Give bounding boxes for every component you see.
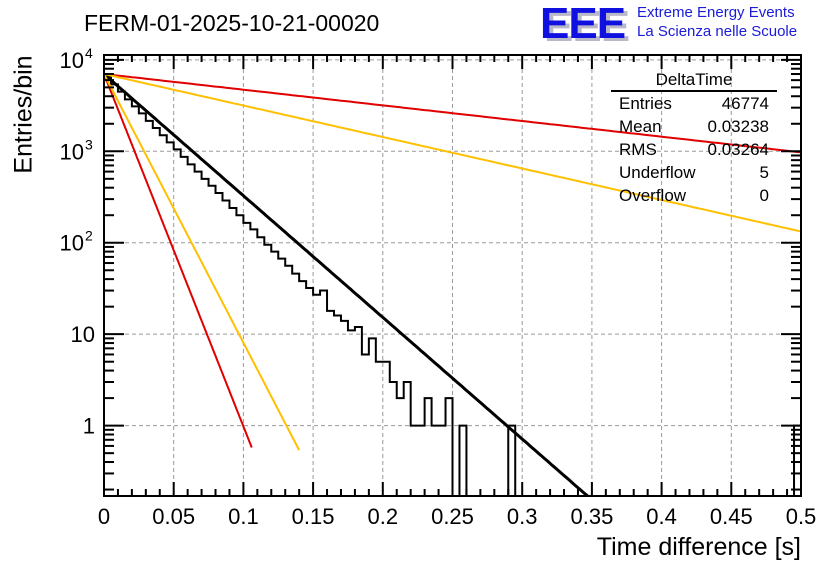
histogram-bin [271, 252, 278, 496]
stats-row-rms: RMS 0.03264 [611, 138, 777, 161]
stats-row-underflow: Underflow 5 [611, 161, 777, 184]
x-tick-label: 0.05 [152, 504, 195, 529]
stats-box-title: DeltaTime [611, 70, 777, 92]
stats-label: Entries [619, 94, 672, 113]
x-tick-label: 0.45 [710, 504, 753, 529]
histogram-bin [446, 398, 453, 496]
series-red-fast [103, 73, 253, 448]
histogram-bin [146, 121, 153, 496]
y-tick-label-exponent: 2 [85, 228, 93, 244]
stats-label: Underflow [619, 163, 696, 182]
plot-frame [103, 54, 802, 497]
y-tick-label-exponent: 3 [85, 136, 93, 152]
x-tick-label: 0.5 [786, 504, 817, 529]
histogram-bin [236, 215, 243, 496]
x-axis-label: Time difference [s] [596, 533, 801, 561]
stats-row-overflow: Overflow 0 [611, 184, 777, 207]
histogram-bin [132, 106, 139, 496]
histogram-bin [153, 128, 160, 496]
histogram-bin [355, 327, 362, 496]
series-yellow-fast [103, 73, 301, 451]
x-tick-label: 0.4 [646, 504, 677, 529]
histogram-bin [181, 157, 188, 496]
histogram-bin [216, 193, 223, 496]
series-yellow-slow [103, 73, 802, 233]
stats-value: 0 [759, 186, 769, 205]
y-tick-label: 1 [83, 414, 95, 439]
series-fit [103, 72, 589, 498]
y-tick-label: 10 [71, 322, 95, 347]
histogram-bin [383, 362, 390, 496]
x-tick-label: 0.3 [507, 504, 538, 529]
stats-value: 0.03238 [707, 117, 769, 136]
stats-row-entries: Entries 46774 [611, 92, 777, 115]
x-tick-label: 0.25 [431, 504, 474, 529]
histogram-bin [341, 321, 348, 496]
x-tick-label: 0.1 [228, 504, 259, 529]
histogram-bin [369, 338, 376, 496]
histogram-bin [439, 426, 446, 496]
histogram-bin [404, 382, 411, 496]
logo-line-2: La Scienza nelle Scuole [637, 23, 798, 40]
series-red-slow [103, 73, 802, 154]
stats-box: DeltaTime Entries 46774 Mean 0.03238 RMS 0.… [611, 70, 777, 207]
histogram-bin [264, 245, 271, 496]
y-tick-label: 10 [60, 139, 84, 164]
x-tick-labels: 0 0.05 0.1 0.15 0.2 0.25 0.3 0.35 0.4 0.45 0.5 [98, 504, 816, 529]
histogram-bin [432, 426, 439, 496]
histogram-bin [174, 149, 181, 496]
fit-lines [103, 72, 802, 498]
y-tick-label-exponent: 4 [85, 45, 93, 61]
histogram-bin [188, 164, 195, 496]
histogram-bin [334, 316, 341, 496]
histogram-bin [285, 266, 292, 496]
histogram-bin [243, 223, 250, 496]
stats-label: Overflow [619, 186, 687, 205]
histogram-bin [320, 291, 327, 496]
histogram-bin [418, 426, 425, 496]
histogram-bin [229, 208, 236, 496]
histogram-bin [397, 398, 404, 496]
y-axis-label: Entries/bin [9, 55, 38, 174]
histogram-bin [411, 426, 418, 496]
stats-value: 0.03264 [707, 140, 769, 159]
x-tick-label: 0.15 [292, 504, 335, 529]
histogram-bin [459, 426, 466, 496]
y-tick-label: 10 [60, 48, 84, 73]
logo-line-1: Extreme Energy Events [637, 4, 795, 21]
stats-label: Mean [619, 117, 662, 136]
histogram-bin [306, 288, 313, 496]
stats-value: 5 [759, 163, 769, 182]
histogram-bin [278, 259, 285, 496]
stats-value: 46774 [721, 94, 769, 113]
histogram-bin [425, 398, 432, 496]
chart-title: FERM-01-2025-10-21-00020 [84, 10, 380, 36]
x-tick-label: 0 [98, 504, 110, 529]
histogram-bin [390, 382, 397, 496]
histogram-bin [348, 330, 355, 496]
stats-row-mean: Mean 0.03238 [611, 115, 777, 138]
histogram-bin [299, 281, 306, 496]
y-tick-label: 10 [60, 231, 84, 256]
histogram-bin [257, 237, 264, 496]
stats-label: RMS [619, 140, 657, 159]
eee-logo-mark: EEE [540, 0, 626, 48]
histogram-bin [794, 426, 801, 496]
x-tick-label: 0.2 [368, 504, 399, 529]
histogram-bin [508, 426, 515, 496]
histogram-bin [104, 77, 111, 496]
histogram-bin [313, 295, 320, 496]
histogram-bin [292, 274, 299, 496]
histogram-bin [222, 200, 229, 496]
histogram-bin [376, 362, 383, 496]
histogram-bin [327, 311, 334, 496]
x-tick-label: 0.35 [570, 504, 613, 529]
histogram-bin [125, 99, 132, 496]
